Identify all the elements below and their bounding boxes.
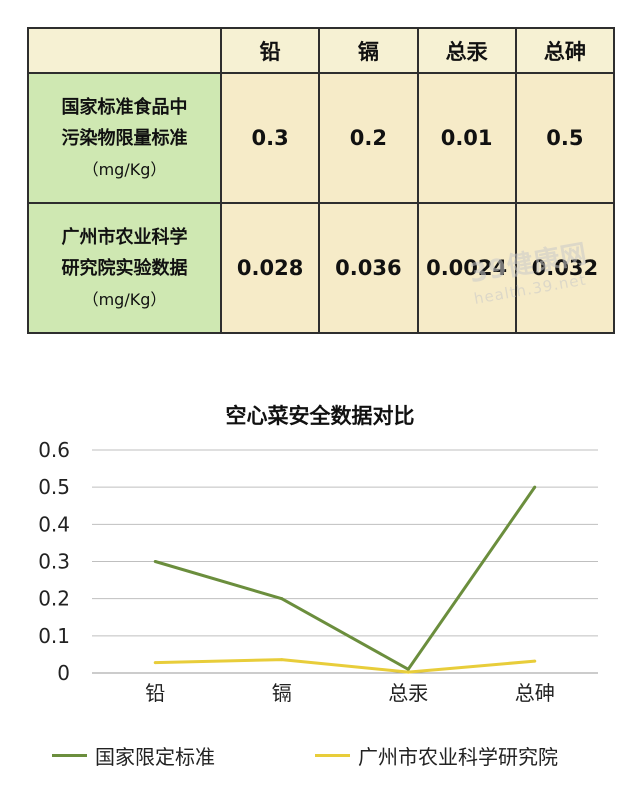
row-header-line2: 研究院实验数据 (61, 257, 188, 279)
table-cell: 0.0024 (416, 202, 517, 334)
x-tick-label: 总砷 (515, 681, 555, 705)
y-tick-label: 0 (57, 661, 70, 685)
y-tick-label: 0.6 (38, 438, 70, 462)
table-corner-cell (27, 27, 222, 74)
y-tick-label: 0.1 (38, 624, 70, 648)
y-tick-label: 0.3 (38, 550, 70, 574)
table-cell: 0.5 (514, 72, 616, 204)
row-header-unit: （mg/Kg） (82, 289, 167, 309)
legend-label: 广州市农业科学研究院 (358, 745, 558, 769)
line-chart: 空心菜安全数据对比 0.6 0.5 0.4 0.3 0.2 0.1 0 铅 镉 总汞 总砷 国家限定… (0, 380, 640, 797)
legend-item-guangzhou: 广州市农业科学研究院 (315, 741, 558, 770)
y-tick-label: 0.4 (38, 512, 70, 536)
data-point (153, 661, 157, 665)
table-cell: 0.036 (318, 202, 419, 334)
row-header-guangzhou-data: 广州市农业科学 研究院实验数据 （mg/Kg） (27, 202, 222, 334)
data-point (406, 667, 410, 671)
legend-swatch-yellow (315, 754, 350, 757)
column-header-cadmium: 镉 (318, 27, 419, 74)
row-header-line1: 广州市农业科学 (61, 226, 188, 248)
legend-item-national: 国家限定标准 (52, 741, 215, 770)
table-cell: 0.028 (219, 202, 321, 334)
x-tick-label: 铅 (145, 681, 165, 705)
row-header-line1: 国家标准食品中 (61, 96, 188, 118)
legend-swatch-green (52, 754, 87, 757)
y-tick-label: 0.2 (38, 587, 70, 611)
table-cell: 0.2 (318, 72, 419, 204)
column-header-arsenic: 总砷 (514, 27, 616, 74)
data-point (280, 658, 284, 662)
data-point (153, 560, 157, 563)
y-tick-label: 0.5 (38, 475, 70, 499)
series-line-1 (155, 658, 535, 674)
table-cell: 0.3 (219, 72, 321, 204)
table-cell: 0.032 (514, 202, 616, 334)
column-header-lead: 铅 (219, 27, 321, 74)
data-table: 铅 镉 总汞 总砷 国家标准食品中 污染物限量标准 （mg/Kg） 0.3 0.… (27, 27, 616, 334)
row-header-unit: （mg/Kg） (82, 159, 167, 179)
chart-title: 空心菜安全数据对比 (225, 404, 415, 428)
data-table-container: 铅 镉 总汞 总砷 国家标准食品中 污染物限量标准 （mg/Kg） 0.3 0.… (27, 27, 616, 334)
series-line-0 (154, 486, 536, 671)
data-point (533, 485, 537, 489)
row-header-national-standard: 国家标准食品中 污染物限量标准 （mg/Kg） (27, 72, 222, 204)
legend-label: 国家限定标准 (95, 745, 215, 769)
row-header-line2: 污染物限量标准 (61, 127, 188, 149)
x-tick-label: 总汞 (388, 681, 428, 705)
x-tick-label: 镉 (272, 681, 292, 705)
table-cell: 0.01 (416, 72, 517, 204)
data-point (406, 670, 410, 674)
chart-plot-area: 0.6 0.5 0.4 0.3 0.2 0.1 0 铅 镉 总汞 总砷 (38, 438, 598, 705)
data-point (533, 659, 537, 663)
column-header-mercury: 总汞 (416, 27, 517, 74)
data-point (280, 597, 284, 601)
